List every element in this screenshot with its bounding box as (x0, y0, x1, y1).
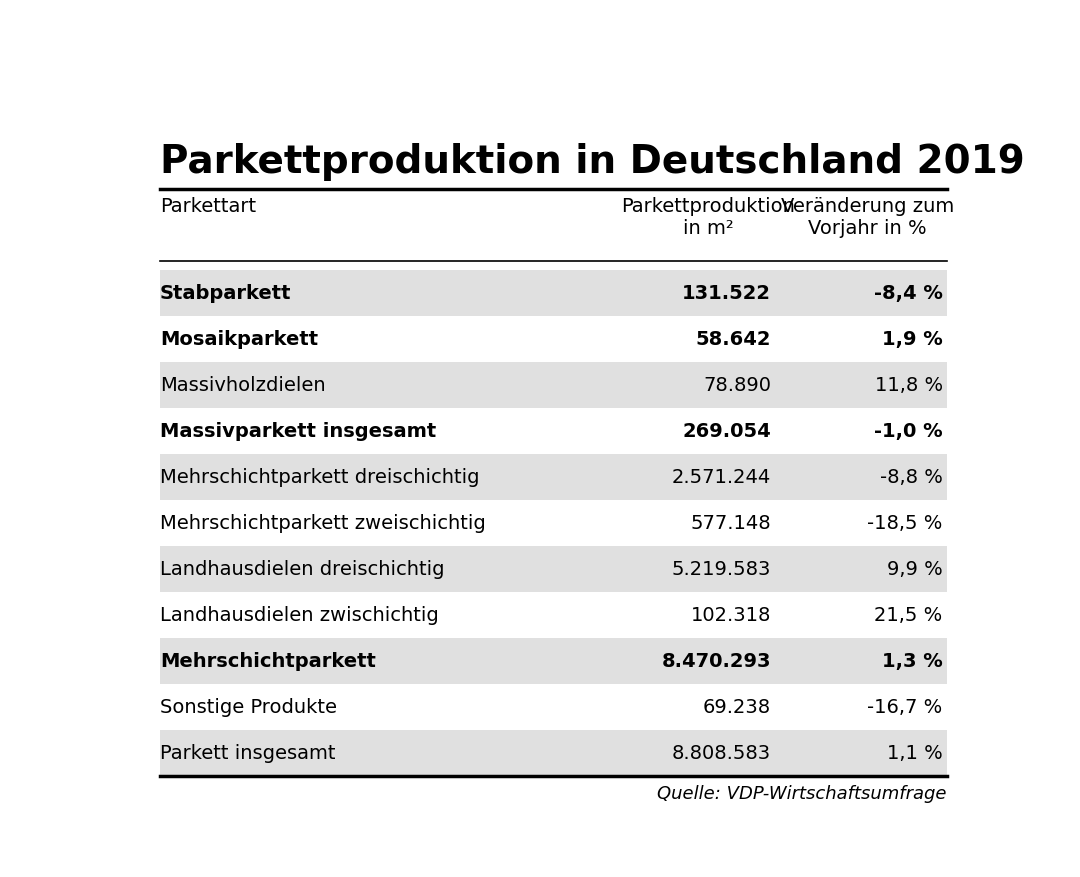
Text: Mosaikparkett: Mosaikparkett (160, 330, 319, 349)
Bar (160, 271, 947, 317)
Text: Mehrschichtparkett zweischichtig: Mehrschichtparkett zweischichtig (160, 514, 486, 532)
Text: -8,4 %: -8,4 % (874, 284, 943, 303)
Text: Parkettart: Parkettart (160, 196, 256, 216)
Text: 9,9 %: 9,9 % (887, 560, 943, 579)
Text: Parkett insgesamt: Parkett insgesamt (160, 744, 336, 762)
Text: -16,7 %: -16,7 % (867, 697, 943, 717)
Text: Veränderung zum
Vorjahr in %: Veränderung zum Vorjahr in % (781, 196, 954, 238)
Text: 577.148: 577.148 (690, 514, 771, 532)
Text: Landhausdielen zwischichtig: Landhausdielen zwischichtig (160, 606, 438, 624)
Bar (160, 454, 947, 500)
Text: Landhausdielen dreischichtig: Landhausdielen dreischichtig (160, 560, 445, 579)
Bar (160, 362, 947, 409)
Text: 269.054: 269.054 (683, 422, 771, 441)
Text: 1,3 %: 1,3 % (882, 652, 943, 671)
Text: 1,1 %: 1,1 % (887, 744, 943, 762)
Text: Stabparkett: Stabparkett (160, 284, 292, 303)
Text: Quelle: VDP-Wirtschaftsumfrage: Quelle: VDP-Wirtschaftsumfrage (658, 784, 947, 802)
Text: Massivholzdielen: Massivholzdielen (160, 376, 326, 395)
Text: Sonstige Produkte: Sonstige Produkte (160, 697, 337, 717)
Text: Massivparkett insgesamt: Massivparkett insgesamt (160, 422, 436, 441)
Text: 78.890: 78.890 (703, 376, 771, 395)
Bar (160, 638, 947, 684)
Text: -8,8 %: -8,8 % (880, 467, 943, 487)
Text: -18,5 %: -18,5 % (867, 514, 943, 532)
Text: 1,9 %: 1,9 % (882, 330, 943, 349)
Text: 8.470.293: 8.470.293 (662, 652, 771, 671)
Text: 131.522: 131.522 (683, 284, 771, 303)
Text: -1,0 %: -1,0 % (874, 422, 943, 441)
Text: 5.219.583: 5.219.583 (672, 560, 771, 579)
Text: 11,8 %: 11,8 % (875, 376, 943, 395)
Text: Mehrschichtparkett dreischichtig: Mehrschichtparkett dreischichtig (160, 467, 480, 487)
Text: 8.808.583: 8.808.583 (672, 744, 771, 762)
Text: 102.318: 102.318 (691, 606, 771, 624)
Text: Mehrschichtparkett: Mehrschichtparkett (160, 652, 376, 671)
Text: 69.238: 69.238 (703, 697, 771, 717)
Text: 58.642: 58.642 (696, 330, 771, 349)
Text: 21,5 %: 21,5 % (875, 606, 943, 624)
Bar (160, 546, 947, 592)
Bar (160, 730, 947, 776)
Text: 2.571.244: 2.571.244 (672, 467, 771, 487)
Text: Parkettproduktion
in m²: Parkettproduktion in m² (621, 196, 795, 238)
Text: Parkettproduktion in Deutschland 2019: Parkettproduktion in Deutschland 2019 (160, 142, 1025, 181)
